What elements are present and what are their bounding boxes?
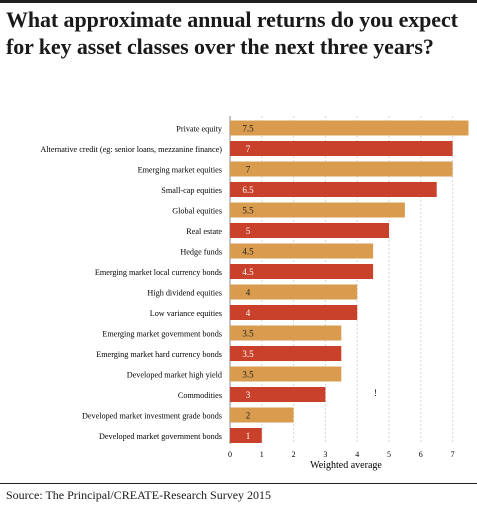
bar: [230, 407, 294, 423]
bar: [230, 346, 342, 361]
bar-value-label: 7: [246, 144, 251, 154]
x-tick-labels: 0 1 2 3 4 5 6 7: [228, 450, 455, 459]
category-label: Developed market high yield: [127, 371, 222, 380]
bar-value-label: 7: [246, 165, 251, 175]
source-note: Source: The Principal/CREATE-Research Su…: [6, 488, 272, 502]
x-tick-label: 6: [419, 450, 423, 459]
bar-value-label: 4: [246, 308, 251, 318]
category-label: Emerging market local currency bonds: [95, 268, 222, 277]
category-label: Developed market government bonds: [99, 432, 222, 441]
bar-value-label: 3.5: [242, 329, 254, 339]
bar: [230, 223, 389, 238]
source-rule: [0, 483, 477, 484]
x-tick-label: 3: [323, 450, 327, 459]
bar: [230, 284, 358, 300]
x-tick-label: 4: [355, 450, 359, 459]
bar: [230, 141, 453, 156]
category-label: Commodities: [178, 391, 222, 400]
top-rule: [0, 0, 477, 3]
bar-chart: 7.5 7 7 6.5 5.5 5 4.5 4.5 4 4 3.5 3.5 3.5 3 2 1 Private…: [40, 116, 469, 471]
bar-value-label: 6.5: [242, 185, 254, 195]
bar: [230, 387, 326, 402]
bar: [230, 325, 342, 341]
bars: 7.5 7 7 6.5 5.5 5 4.5 4.5 4 4 3.5 3.5 3.5 3 2 1: [230, 120, 469, 443]
chart-annotation: !: [374, 388, 377, 398]
x-axis-label: Weighted average: [310, 460, 382, 471]
bar-value-label: 2: [246, 411, 251, 421]
category-label: Low variance equities: [150, 309, 222, 318]
category-label: Hedge funds: [180, 248, 222, 257]
x-tick-label: 7: [451, 450, 455, 459]
bar-value-label: 4: [246, 288, 251, 298]
bar-value-label: 4.5: [242, 267, 254, 277]
category-label: Alternative credit (eg: senior loans, me…: [40, 145, 222, 154]
bar: [230, 366, 342, 382]
bar: [230, 202, 405, 218]
category-label: Developed market investment grade bonds: [82, 412, 222, 421]
bar-value-label: 5: [246, 226, 251, 236]
category-label: Emerging market government bonds: [102, 330, 222, 339]
category-labels: Private equity Alternative credit (eg: se…: [40, 125, 223, 442]
category-label: Small-cap equities: [161, 186, 222, 195]
bar-value-label: 1: [246, 431, 251, 441]
bar: [230, 264, 374, 279]
bar-value-label: 4.5: [242, 247, 254, 257]
bar-value-label: 3.5: [242, 370, 254, 380]
category-label: High dividend equities: [147, 289, 222, 298]
bar-value-label: 7.5: [242, 124, 254, 134]
category-label: Global equities: [172, 207, 222, 216]
bar: [230, 305, 358, 320]
x-tick-label: 1: [260, 450, 264, 459]
x-tick-label: 2: [292, 450, 296, 459]
category-label: Emerging market hard currency bonds: [96, 350, 222, 359]
bar-value-label: 3.5: [242, 349, 254, 359]
bar: [230, 243, 374, 259]
bar: [230, 428, 262, 443]
bar-value-label: 5.5: [242, 206, 254, 216]
bar: [230, 161, 453, 177]
x-tick-label: 0: [228, 450, 232, 459]
category-label: Private equity: [176, 125, 223, 134]
bar: [230, 120, 469, 136]
category-label: Emerging market equities: [138, 166, 222, 175]
bar-value-label: 3: [246, 390, 251, 400]
category-label: Real estate: [186, 227, 222, 236]
x-tick-label: 5: [387, 450, 391, 459]
chart-title: What approximate annual returns do you e…: [6, 7, 458, 59]
bar: [230, 182, 437, 197]
